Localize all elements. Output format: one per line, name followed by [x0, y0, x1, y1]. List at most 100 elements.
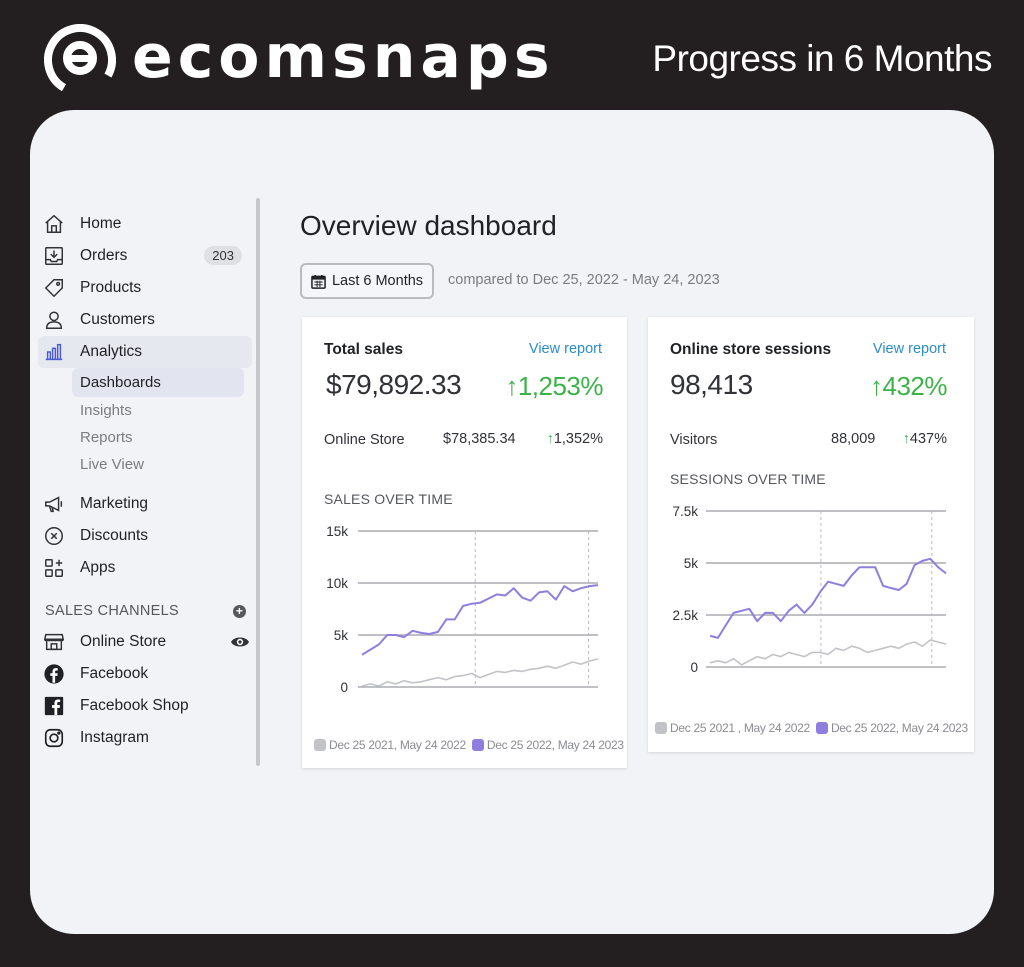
sessions-change: ↑432% — [870, 371, 947, 402]
total-sales-card: Total sales View report $79,892.33 ↑1,25… — [302, 317, 627, 768]
y-tick-label: 10k — [326, 576, 348, 591]
bar-chart-icon — [42, 340, 66, 364]
sidebar-item-label: Discounts — [80, 527, 149, 544]
sales-over-time-chart: 0 5k 10k 15k — [326, 524, 599, 695]
sidebar-item-label: Products — [80, 279, 142, 296]
sidebar-subitem-insights[interactable]: Insights — [80, 402, 132, 419]
sidebar-item-label: Home — [80, 215, 122, 232]
legend-swatch — [815, 722, 828, 734]
card-title: Online store sessions — [670, 341, 832, 358]
legend-item: Dec 25 2022, May 24 2023 — [471, 738, 624, 752]
legend-label: Dec 25 2022, May 24 2023 — [830, 721, 968, 735]
sidebar-item-label: Marketing — [80, 495, 149, 512]
sessions-over-time-chart: 0 2.5k 5k 7.5k — [672, 504, 947, 675]
sidebar-item-discounts[interactable]: Discounts — [38, 520, 252, 552]
tag-icon — [42, 276, 66, 300]
sidebar-item-analytics[interactable]: Analytics — [38, 336, 252, 368]
y-tick-label: 2.5k — [672, 608, 698, 623]
ecomsnaps-logo-icon — [44, 24, 116, 96]
series-line — [709, 557, 947, 639]
sales-channels-title: SALES CHANNELS — [45, 603, 179, 619]
breakdown-label: Online Store — [324, 432, 405, 448]
sidebar-divider — [256, 198, 260, 766]
legend-label: Dec 25 2021, May 24 2022 — [329, 738, 466, 752]
sidebar-item-label: Facebook — [80, 665, 149, 682]
sidebar-item-label: Orders — [80, 247, 128, 264]
y-tick-label: 5k — [334, 628, 349, 643]
legend-item: Dec 25 2022, May 24 2023 — [815, 721, 968, 735]
page-title: Overview dashboard — [300, 210, 557, 241]
date-range-label: Last 6 Months — [331, 273, 424, 289]
total-sales-change: ↑1,253% — [505, 371, 603, 402]
y-tick-label: 15k — [326, 524, 348, 539]
y-tick-label: 0 — [340, 680, 348, 695]
legend-swatch — [314, 739, 326, 751]
legend-item: Dec 25 2021 , May 24 2022 — [655, 721, 810, 735]
breakdown-change-value: 437% — [909, 431, 947, 447]
chart-title: SESSIONS OVER TIME — [670, 471, 826, 487]
chart-title: SALES OVER TIME — [324, 491, 453, 507]
home-icon — [42, 212, 66, 236]
sidebar-item-online-store[interactable]: Online Store — [38, 626, 252, 658]
sidebar-item-products[interactable]: Products — [38, 272, 252, 304]
chart-legend: Dec 25 2021, May 24 2022 Dec 25 2022, Ma… — [314, 738, 630, 752]
sidebar-item-apps[interactable]: Apps — [38, 552, 252, 584]
series-line — [361, 584, 599, 656]
calendar-icon — [311, 274, 326, 289]
eye-icon[interactable] — [230, 634, 250, 650]
legend-swatch — [471, 739, 484, 751]
sidebar-item-instagram[interactable]: Instagram — [38, 722, 252, 754]
tagline: Progress in 6 Months — [652, 38, 992, 79]
breakdown-label: Visitors — [670, 432, 718, 448]
sidebar-item-label: Customers — [80, 311, 155, 328]
view-report-link[interactable]: View report — [528, 341, 602, 357]
sidebar-item-label: Apps — [80, 559, 116, 576]
series-line — [361, 658, 599, 687]
brand-name: ecomsnaps — [132, 22, 555, 92]
breakdown-value: $78,385.34 — [443, 431, 516, 447]
sidebar-item-customers[interactable]: Customers — [38, 304, 252, 336]
sidebar-item-facebook[interactable]: Facebook — [38, 658, 252, 690]
store-icon — [42, 630, 66, 654]
y-tick-label: 7.5k — [672, 504, 698, 519]
breakdown-change-value: 1,352% — [553, 431, 603, 447]
breakdown-change: ↑437% — [903, 431, 947, 447]
sidebar-subitem-reports[interactable]: Reports — [80, 429, 133, 446]
discount-icon — [42, 524, 66, 548]
breakdown-value: 88,009 — [831, 431, 876, 447]
megaphone-icon — [42, 492, 66, 516]
brand: ecomsnaps — [44, 24, 555, 96]
facebook-icon — [42, 662, 66, 686]
y-tick-label: 5k — [684, 556, 699, 571]
person-icon — [42, 308, 66, 332]
sidebar-item-label: Facebook Shop — [80, 697, 189, 714]
sidebar-item-home[interactable]: Home — [38, 208, 252, 240]
legend-item: Dec 25 2021, May 24 2022 — [314, 738, 466, 752]
up-arrow-icon: ↑ — [902, 431, 910, 447]
view-report-link[interactable]: View report — [872, 341, 946, 357]
sidebar-subitem-live-view[interactable]: Live View — [80, 456, 144, 473]
chart-legend: Dec 25 2021 , May 24 2022 Dec 25 2022, M… — [655, 721, 974, 735]
up-arrow-icon: ↑ — [546, 431, 554, 447]
sidebar-item-orders[interactable]: Orders 203 — [38, 240, 252, 272]
sidebar-item-marketing[interactable]: Marketing — [38, 488, 252, 520]
breakdown-change: ↑1,352% — [547, 431, 603, 447]
date-range-button[interactable]: Last 6 Months — [300, 263, 434, 299]
legend-label: Dec 25 2022, May 24 2023 — [486, 738, 624, 752]
sidebar-subitem-dashboards[interactable]: Dashboards — [72, 368, 244, 397]
total-sales-change-value: 1,253% — [517, 371, 604, 401]
total-sales-value: $79,892.33 — [326, 369, 462, 400]
sidebar-item-facebook-shop[interactable]: Facebook Shop — [38, 690, 252, 722]
sidebar: Home Orders 203 Products Customers Ana — [38, 208, 252, 754]
add-channel-icon[interactable]: + — [233, 604, 246, 618]
sessions-value: 98,413 — [670, 369, 753, 400]
up-arrow-icon: ↑ — [505, 371, 518, 401]
online-store-sessions-card: Online store sessions View report 98,413… — [648, 317, 974, 752]
sidebar-item-label: Instagram — [80, 729, 149, 746]
facebook-shop-icon — [42, 694, 66, 718]
sales-channels-header: SALES CHANNELS + — [38, 596, 252, 626]
up-arrow-icon: ↑ — [870, 371, 883, 401]
comparison-range: compared to Dec 25, 2022 - May 24, 2023 — [448, 272, 720, 288]
y-tick-label: 0 — [690, 660, 698, 675]
card-title: Total sales — [324, 341, 403, 358]
